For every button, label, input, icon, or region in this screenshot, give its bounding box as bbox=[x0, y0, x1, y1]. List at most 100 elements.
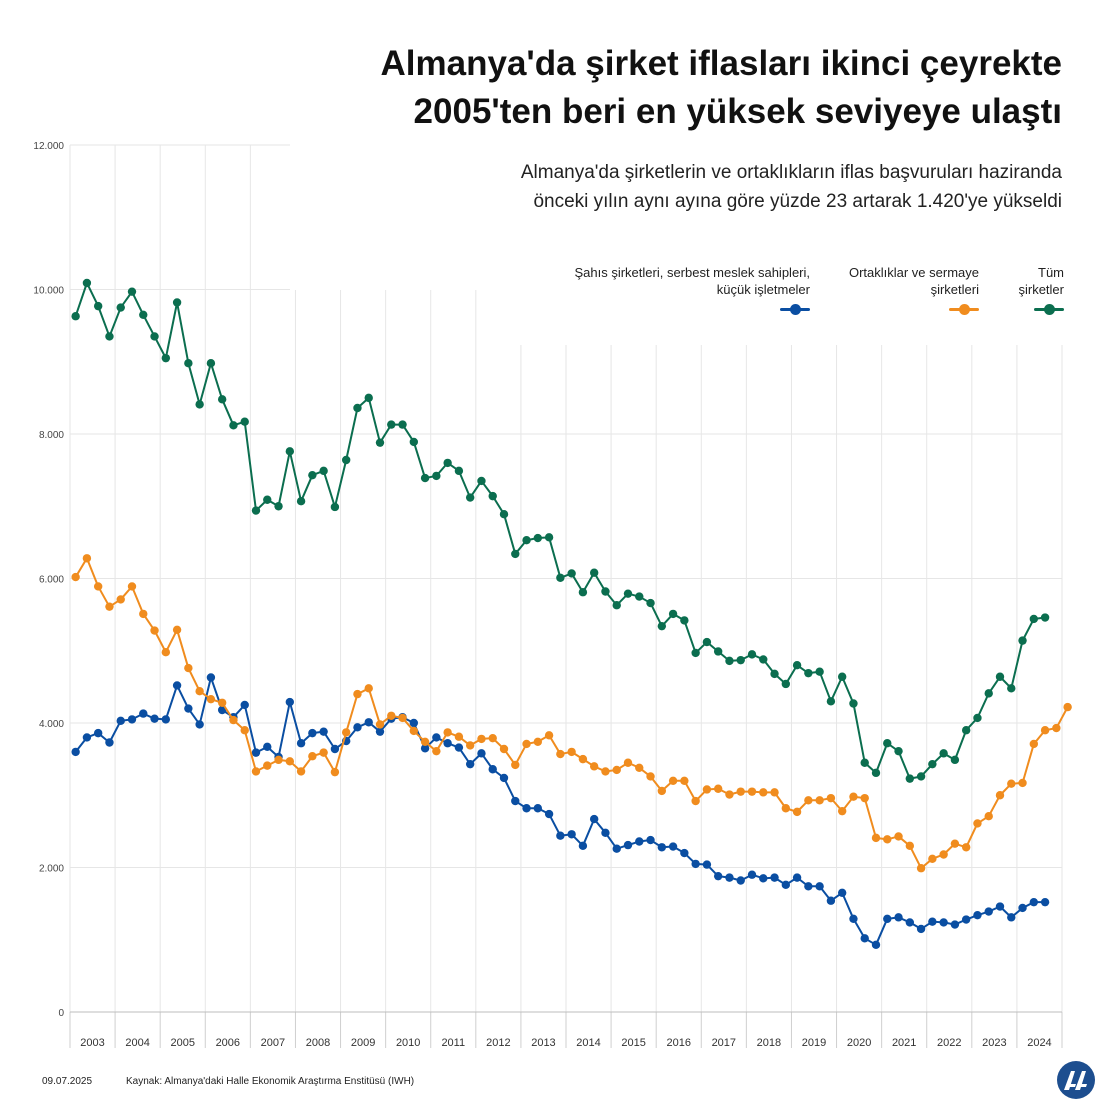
data-point-sahis bbox=[928, 917, 937, 926]
data-point-ortak bbox=[860, 793, 869, 803]
data-point-sahis bbox=[973, 910, 982, 920]
data-point-ortak bbox=[725, 790, 734, 799]
data-point-ortak bbox=[229, 715, 238, 725]
chart-axes: 0 2.000 4.000 6.000 8.000 10.000 12.000 2003 200… bbox=[33, 140, 1070, 1049]
legend-label-tum: Tüm şirketler bbox=[1018, 265, 1064, 297]
data-point-tum bbox=[71, 312, 80, 321]
data-point-tum bbox=[849, 699, 858, 708]
data-point-tum bbox=[184, 358, 193, 368]
data-point-tum bbox=[860, 758, 869, 767]
y-tick-label: 12.000 bbox=[33, 141, 64, 152]
data-point-ortak bbox=[612, 765, 621, 775]
x-tick-label: 2013 bbox=[531, 1037, 555, 1049]
data-point-sahis bbox=[364, 718, 373, 727]
data-point-tum bbox=[815, 667, 824, 676]
data-point-tum bbox=[623, 589, 633, 598]
data-point-ortak bbox=[995, 791, 1005, 800]
data-point-tum bbox=[894, 746, 903, 756]
data-point-sahis bbox=[578, 841, 588, 851]
data-point-tum bbox=[1007, 684, 1016, 693]
data-point-ortak bbox=[240, 726, 249, 735]
data-point-sahis bbox=[601, 828, 610, 838]
data-point-sahis bbox=[296, 739, 306, 748]
data-point-sahis bbox=[905, 918, 915, 927]
data-point-tum bbox=[928, 759, 937, 769]
chart-subtitle: Almanya'da şirketlerin ve ortaklıkların … bbox=[520, 162, 1062, 212]
x-tick-label: 2016 bbox=[666, 1037, 690, 1049]
data-point-tum bbox=[161, 353, 171, 363]
data-point-ortak bbox=[375, 720, 385, 729]
data-point-sahis bbox=[82, 733, 92, 742]
series-line-sahis bbox=[74, 676, 1046, 946]
data-point-tum bbox=[916, 772, 926, 781]
data-point-ortak bbox=[150, 626, 159, 635]
x-tick-label: 2022 bbox=[937, 1037, 961, 1049]
data-point-sahis bbox=[206, 673, 216, 682]
data-point-tum bbox=[837, 672, 847, 681]
data-point-tum bbox=[454, 466, 464, 476]
data-point-tum bbox=[409, 437, 419, 447]
data-point-sahis bbox=[747, 870, 757, 879]
data-point-sahis bbox=[477, 749, 486, 758]
data-point-tum bbox=[826, 697, 836, 706]
data-point-tum bbox=[646, 598, 655, 608]
data-point-ortak bbox=[894, 832, 903, 841]
data-point-ortak bbox=[826, 793, 836, 803]
data-point-sahis bbox=[691, 859, 700, 869]
data-point-tum bbox=[567, 569, 576, 578]
y-tick-label: 10.000 bbox=[33, 286, 64, 297]
data-point-sahis bbox=[240, 700, 249, 710]
x-tick-label: 2023 bbox=[982, 1037, 1006, 1049]
data-point-sahis bbox=[409, 718, 419, 728]
data-point-tum bbox=[657, 621, 667, 631]
data-point-tum bbox=[578, 588, 588, 597]
data-point-sahis bbox=[251, 748, 261, 757]
data-point-ortak bbox=[161, 647, 171, 657]
data-point-ortak bbox=[883, 835, 892, 844]
legend-item-sahis: Şahıs şirketleri, serbest meslek sahiple… bbox=[540, 264, 810, 315]
data-point-tum bbox=[725, 656, 734, 666]
data-point-sahis bbox=[263, 742, 272, 752]
data-point-tum bbox=[792, 661, 802, 670]
data-point-tum bbox=[522, 536, 531, 545]
data-point-sahis bbox=[533, 804, 543, 813]
data-point-ortak bbox=[511, 760, 520, 770]
chart-grid bbox=[69, 144, 1063, 1013]
data-point-tum bbox=[759, 655, 768, 664]
data-point-ortak bbox=[973, 819, 982, 828]
data-point-sahis bbox=[589, 814, 599, 824]
data-point-ortak bbox=[815, 796, 824, 805]
data-point-tum bbox=[533, 533, 543, 543]
data-point-ortak bbox=[984, 812, 993, 821]
data-point-tum bbox=[702, 637, 712, 647]
x-tick-label: 2020 bbox=[847, 1037, 871, 1049]
data-point-ortak bbox=[556, 749, 565, 759]
data-point-sahis bbox=[792, 873, 802, 882]
data-point-ortak bbox=[522, 739, 531, 749]
data-point-sahis bbox=[995, 902, 1005, 911]
data-point-tum bbox=[556, 573, 565, 582]
data-point-sahis bbox=[804, 882, 813, 891]
x-tick-label: 2015 bbox=[621, 1037, 645, 1049]
data-point-ortak bbox=[93, 582, 103, 591]
legend-label-ortak: Ortaklıklar ve sermaye şirketleri bbox=[848, 265, 979, 297]
data-point-tum bbox=[93, 301, 103, 311]
data-point-tum bbox=[172, 298, 182, 307]
data-point-ortak bbox=[364, 684, 373, 693]
data-point-sahis bbox=[150, 714, 159, 723]
data-point-ortak bbox=[330, 767, 340, 777]
data-point-sahis bbox=[894, 913, 903, 922]
data-point-tum bbox=[883, 739, 892, 748]
data-point-tum bbox=[488, 491, 497, 501]
x-tick-label: 2018 bbox=[757, 1037, 781, 1049]
data-point-sahis bbox=[1018, 903, 1027, 913]
data-point-tum bbox=[736, 655, 745, 665]
data-point-sahis bbox=[871, 940, 881, 950]
data-point-ortak bbox=[71, 572, 80, 582]
data-point-tum bbox=[691, 648, 700, 658]
data-point-ortak bbox=[409, 726, 419, 736]
legend-item-tum: Tüm şirketler bbox=[1000, 264, 1064, 315]
data-point-tum bbox=[905, 774, 915, 783]
data-point-tum bbox=[217, 395, 227, 404]
data-point-tum bbox=[330, 502, 340, 512]
